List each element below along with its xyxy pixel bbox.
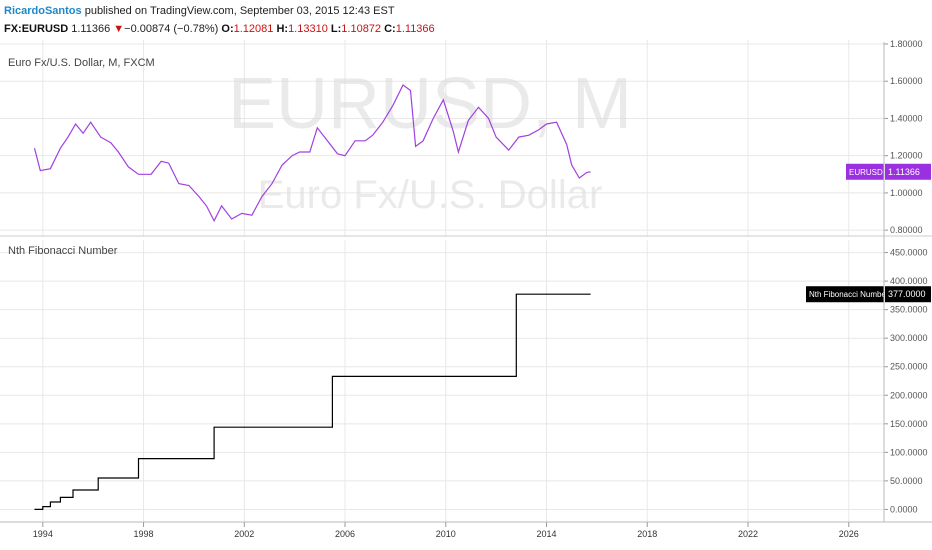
- low-value: 1.10872: [341, 23, 382, 35]
- y-tick-label: 1.20000: [890, 151, 923, 161]
- y-tick-label: 150.0000: [890, 419, 928, 429]
- series-name-label: EURUSD: [849, 168, 883, 177]
- last-value-tag: [885, 286, 931, 303]
- time-axis[interactable]: 1994 1998 2002 2006 2010 2014 2018 2022 2026: [33, 522, 859, 539]
- fib-gridlines: [0, 240, 884, 522]
- symbol-name[interactable]: FX:EURUSD: [4, 23, 69, 35]
- fib-axis[interactable]: 450.0000 400.0000 350.0000 300.0000 250.0000…: [884, 248, 928, 515]
- high-label: H:: [276, 23, 289, 35]
- x-tick-label: 1998: [134, 529, 154, 539]
- x-tick-label: 2026: [839, 529, 859, 539]
- high-value: 1.13310: [288, 23, 328, 35]
- watermark-description: Euro Fx/U.S. Dollar: [258, 173, 603, 217]
- symbol-watermark: EURUSD, M Euro Fx/U.S. Dollar: [228, 64, 632, 217]
- y-tick-label: 1.00000: [890, 188, 923, 198]
- y-tick-label: 250.0000: [890, 362, 928, 372]
- series-name-tag: [806, 286, 884, 303]
- chart-header: RicardoSantos published on TradingView.c…: [0, 0, 932, 40]
- price-last-badge: EURUSD 1.11366: [846, 163, 931, 180]
- series-name-label: Nth Fibonacci Number: [809, 290, 889, 299]
- symbol-info: FX:EURUSD 1.11366 ▼−0.00874 (−0.78%) O:1…: [4, 23, 435, 35]
- y-tick-label: 1.40000: [890, 113, 923, 123]
- author-link[interactable]: RicardoSantos: [4, 5, 82, 17]
- x-tick-label: 2014: [537, 529, 557, 539]
- x-tick-label: 1994: [33, 529, 53, 539]
- close-value: 1.11366: [395, 23, 435, 35]
- open-value: 1.12081: [233, 23, 274, 35]
- x-tick-label: 2022: [738, 529, 758, 539]
- watermark-symbol: EURUSD, M: [228, 64, 632, 144]
- y-tick-label: 200.0000: [890, 390, 928, 400]
- last-price: 1.11366: [71, 23, 111, 35]
- last-value-tag: [885, 163, 931, 180]
- price-axis[interactable]: 1.80000 1.60000 1.40000 1.20000 1.00000 0.800…: [884, 39, 923, 235]
- y-tick-label: 1.60000: [890, 76, 923, 86]
- y-tick-label: 0.0000: [890, 504, 918, 514]
- fib-pane-title: Nth Fibonacci Number: [8, 245, 118, 257]
- price-pane[interactable]: EURUSD, M Euro Fx/U.S. Dollar Euro Fx/U.S…: [0, 39, 931, 236]
- published-text: published on TradingView.com, September …: [84, 5, 395, 17]
- y-tick-label: 100.0000: [890, 447, 928, 457]
- x-tick-label: 2010: [436, 529, 456, 539]
- price-pane-title: Euro Fx/U.S. Dollar, M, FXCM: [8, 57, 155, 69]
- price-series-line: [33, 84, 591, 223]
- low-label: L:: [330, 23, 342, 35]
- x-tick-label: 2018: [637, 529, 657, 539]
- close-label: C:: [384, 23, 396, 35]
- y-tick-label: 1.80000: [890, 39, 923, 49]
- y-tick-label: 450.0000: [890, 248, 928, 258]
- price-change: −0.00874 (−0.78%): [124, 23, 219, 35]
- last-value-label: 1.11366: [888, 167, 920, 177]
- last-value-label: 377.0000: [888, 289, 926, 299]
- fib-series-line: [34, 293, 591, 510]
- open-label: O:: [221, 23, 234, 35]
- publish-info: RicardoSantos published on TradingView.c…: [4, 5, 395, 17]
- y-tick-label: 50.0000: [890, 476, 923, 486]
- fibonacci-pane[interactable]: Nth Fibonacci Number 450.0000 400.0000 350…: [0, 240, 931, 522]
- down-arrow-icon: ▼: [113, 23, 125, 35]
- price-gridlines: [0, 40, 884, 236]
- fib-last-badge: Nth Fibonacci Number 377.0000: [806, 286, 931, 303]
- y-tick-label: 300.0000: [890, 333, 928, 343]
- y-tick-label: 0.80000: [890, 225, 923, 235]
- y-tick-label: 350.0000: [890, 305, 928, 315]
- series-name-tag: [846, 163, 884, 180]
- y-tick-label: 400.0000: [890, 276, 928, 286]
- x-tick-label: 2002: [234, 529, 254, 539]
- x-tick-label: 2006: [335, 529, 355, 539]
